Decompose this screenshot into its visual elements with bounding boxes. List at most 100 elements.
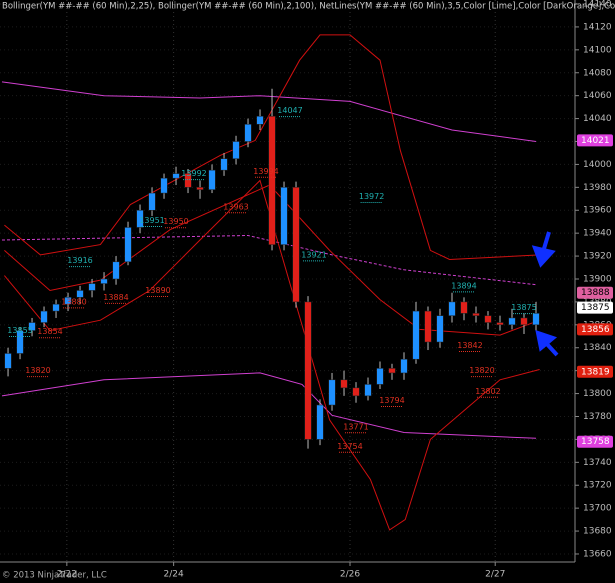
level-label: 13855	[7, 326, 32, 335]
indicator-line	[1, 81, 537, 142]
candle-body	[364, 384, 372, 397]
price-marker	[577, 435, 613, 448]
price-marker	[577, 286, 613, 299]
price-marker	[577, 323, 613, 336]
candle-body	[520, 317, 528, 326]
candle-body	[88, 283, 96, 291]
candle-body	[400, 358, 408, 374]
candle-body	[16, 330, 24, 354]
arrow	[531, 231, 556, 268]
candle-body	[328, 379, 336, 406]
level-label: 13963	[223, 202, 248, 211]
candle-body	[436, 315, 444, 343]
y-tick-label: 14120	[583, 22, 612, 32]
candle-body	[28, 322, 36, 331]
level-label: 13842	[457, 341, 482, 350]
candle-body	[304, 301, 312, 440]
candle-body	[508, 317, 516, 326]
credit: © 2013 NinjaTrader, LLC	[2, 571, 107, 581]
level-label: 13916	[67, 256, 92, 265]
level-label: 13950	[163, 217, 188, 226]
level-label: 13771	[343, 422, 368, 431]
candle-body	[124, 227, 132, 263]
y-tick-label: 14140	[583, 0, 612, 10]
y-tick-label: 13980	[583, 183, 612, 193]
candle-body	[40, 310, 48, 323]
candle-body	[172, 173, 180, 179]
price-marker-label: 13888	[581, 288, 610, 298]
candle-body	[376, 368, 384, 385]
indicator-line	[1, 372, 537, 439]
y-tick-label: 13700	[583, 504, 612, 514]
candle-body	[340, 379, 348, 389]
price-marker-label: 13758	[581, 437, 610, 447]
level-label: 14047	[277, 106, 302, 115]
y-tick-label: 13960	[583, 206, 612, 216]
price-marker	[577, 134, 613, 147]
y-tick-label: 13900	[583, 274, 612, 284]
y-tick-label: 13720	[583, 481, 612, 491]
price-marker-label: 14021	[581, 136, 610, 146]
candle-body	[532, 313, 540, 326]
level-label: 13820	[25, 366, 50, 375]
x-tick-label: 2/24	[164, 570, 184, 580]
level-label: 13992	[181, 169, 206, 178]
candle-body	[148, 192, 156, 211]
level-label: 13894	[451, 281, 476, 290]
candle-body	[100, 278, 108, 284]
price-marker	[577, 365, 613, 378]
indicator-line	[4, 179, 540, 531]
level-label: 13802	[475, 387, 500, 396]
level-label: 13972	[359, 192, 384, 201]
price-marker-label: 13856	[581, 325, 610, 335]
candle-body	[244, 124, 252, 142]
candle-body	[208, 169, 216, 190]
candle-body	[232, 141, 240, 159]
candle-body	[472, 313, 480, 316]
y-tick-label: 13680	[583, 527, 612, 537]
candle-body	[484, 315, 492, 323]
y-tick-label: 13800	[583, 389, 612, 399]
indicator-line	[4, 184, 540, 336]
price-marker-label: 13819	[581, 367, 610, 377]
y-tick-label: 13940	[583, 229, 612, 239]
candle-body	[112, 261, 120, 280]
level-label: 13875	[511, 303, 536, 312]
candle-body	[424, 310, 432, 343]
candle-body	[52, 303, 60, 312]
y-tick-label: 14080	[583, 68, 612, 78]
level-label: 13880	[61, 297, 86, 306]
candle-body	[184, 173, 192, 188]
candle-body	[196, 187, 204, 190]
candle-body	[136, 209, 144, 228]
level-label: 13794	[379, 396, 404, 405]
candle-body	[256, 116, 264, 125]
price-marker-label: 13875	[581, 303, 610, 313]
candle-body	[388, 368, 396, 374]
candle-body	[352, 387, 360, 397]
y-tick-label: 13840	[583, 343, 612, 353]
candle-body	[316, 404, 324, 440]
candle-body	[160, 177, 168, 194]
level-label: 13854	[37, 327, 62, 336]
level-label: 13921	[301, 250, 326, 259]
level-label: 13994	[253, 167, 278, 176]
candle-body	[460, 301, 468, 314]
candle-body	[220, 158, 228, 171]
candle-body	[496, 322, 504, 326]
level-label: 13951	[139, 216, 164, 225]
y-tick-label: 14060	[583, 91, 612, 101]
level-label: 13754	[337, 442, 362, 451]
y-tick-label: 13660	[583, 549, 612, 559]
candle-body	[64, 297, 72, 305]
chart-title: Bollinger(YM ##-## (60 Min),2,25), Bolli…	[2, 2, 615, 12]
y-tick-label: 14100	[583, 45, 612, 55]
y-tick-label: 14000	[583, 160, 612, 170]
x-tick-label: 2/22	[57, 570, 77, 580]
y-tick-label: 13920	[583, 252, 612, 262]
x-tick-label: 2/27	[485, 570, 505, 580]
